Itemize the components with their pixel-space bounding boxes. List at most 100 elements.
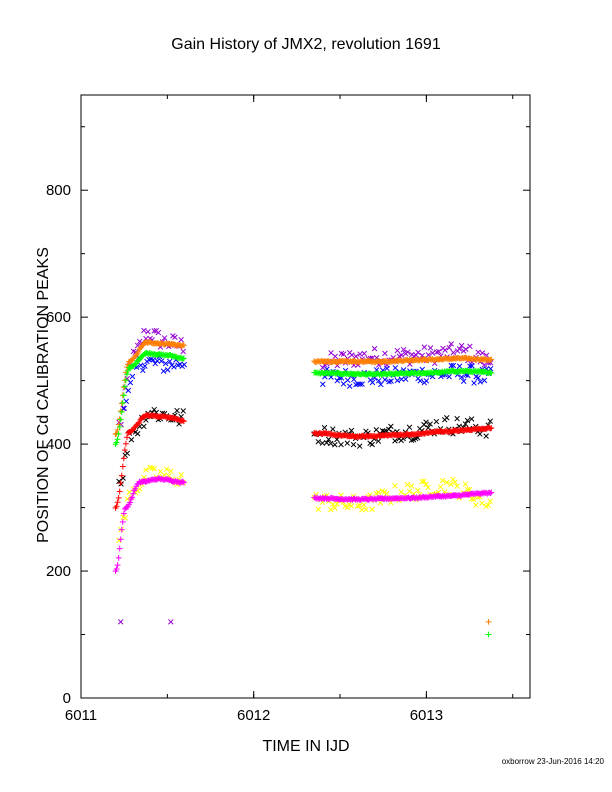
marker-stroke bbox=[332, 505, 338, 511]
data-point bbox=[321, 424, 328, 431]
data-point bbox=[121, 447, 128, 453]
data-point bbox=[125, 367, 131, 374]
marker-stroke bbox=[178, 472, 184, 478]
y-tick-label: 800 bbox=[46, 182, 71, 199]
marker-stroke bbox=[406, 488, 413, 495]
data-point bbox=[330, 501, 336, 507]
data-point bbox=[168, 468, 174, 474]
marker-stroke bbox=[361, 502, 367, 508]
marker-stroke bbox=[359, 507, 365, 513]
data-point bbox=[117, 416, 124, 423]
data-point bbox=[448, 341, 455, 347]
data-point bbox=[444, 414, 450, 421]
marker-stroke bbox=[414, 487, 421, 494]
data-point bbox=[114, 436, 121, 443]
data-point bbox=[158, 358, 165, 364]
marker-stroke bbox=[128, 437, 135, 443]
marker-stroke bbox=[355, 381, 361, 387]
marker-stroke bbox=[417, 378, 423, 384]
marker-stroke bbox=[385, 426, 392, 432]
data-point bbox=[436, 348, 442, 355]
x-tick-label: 6011 bbox=[65, 707, 97, 724]
data-point bbox=[421, 478, 427, 484]
marker-stroke bbox=[369, 379, 376, 386]
marker-stroke bbox=[462, 481, 469, 487]
marker-stroke bbox=[463, 346, 469, 353]
footer-stamp: oxborrow 23-Jun-2016 14:20 bbox=[501, 757, 604, 766]
data-point bbox=[344, 504, 351, 511]
data-point bbox=[348, 503, 355, 509]
marker-stroke bbox=[382, 376, 388, 383]
data-point bbox=[392, 438, 398, 444]
data-point bbox=[180, 408, 186, 414]
marker-stroke bbox=[398, 489, 404, 495]
marker-stroke bbox=[444, 479, 450, 486]
marker-stroke bbox=[467, 343, 473, 350]
data-point bbox=[348, 427, 355, 434]
marker-stroke bbox=[147, 464, 153, 471]
marker-stroke bbox=[421, 478, 427, 484]
marker-stroke bbox=[126, 489, 133, 496]
marker-stroke bbox=[120, 475, 126, 481]
marker-stroke bbox=[332, 441, 338, 448]
marker-stroke bbox=[394, 347, 401, 354]
marker-stroke bbox=[400, 346, 407, 353]
marker-stroke bbox=[122, 515, 128, 521]
data-point bbox=[394, 347, 401, 354]
marker-stroke bbox=[136, 423, 143, 430]
marker-stroke bbox=[450, 349, 457, 356]
marker-stroke bbox=[477, 431, 483, 437]
data-point bbox=[481, 377, 488, 384]
marker-stroke bbox=[155, 329, 162, 336]
data-point bbox=[487, 418, 494, 424]
marker-stroke bbox=[340, 351, 347, 357]
x-tick-label: 6013 bbox=[410, 707, 443, 724]
marker-stroke bbox=[348, 427, 355, 434]
data-point bbox=[446, 344, 452, 351]
marker-stroke bbox=[458, 374, 465, 380]
data-point bbox=[487, 369, 494, 376]
data-point bbox=[115, 431, 122, 437]
data-point bbox=[116, 424, 123, 430]
data-point bbox=[353, 353, 359, 360]
marker-stroke bbox=[168, 619, 174, 625]
marker-stroke bbox=[323, 439, 330, 446]
data-point bbox=[118, 472, 125, 479]
data-point bbox=[127, 499, 133, 506]
data-point bbox=[315, 438, 322, 445]
marker-stroke bbox=[160, 368, 167, 374]
marker-stroke bbox=[398, 352, 405, 358]
marker-stroke bbox=[136, 486, 143, 492]
data-point bbox=[181, 355, 187, 362]
marker-stroke bbox=[174, 407, 180, 414]
marker-stroke bbox=[178, 336, 184, 343]
marker-stroke bbox=[373, 426, 380, 433]
data-point bbox=[136, 486, 143, 492]
marker-stroke bbox=[383, 490, 390, 497]
marker-stroke bbox=[477, 379, 484, 385]
chart-title: Gain History of JMX2, revolution 1691 bbox=[171, 36, 441, 53]
data-point bbox=[419, 478, 425, 485]
data-point bbox=[330, 426, 336, 432]
data-point bbox=[444, 479, 450, 486]
y-tick-label: 200 bbox=[46, 563, 71, 580]
data-point bbox=[488, 356, 495, 363]
marker-stroke bbox=[121, 405, 127, 412]
data-point bbox=[481, 362, 488, 368]
marker-stroke bbox=[172, 334, 178, 341]
data-point bbox=[433, 418, 440, 425]
data-point bbox=[361, 350, 367, 357]
data-point bbox=[448, 362, 455, 369]
marker-stroke bbox=[450, 362, 457, 369]
data-point bbox=[394, 377, 401, 384]
plot-frame bbox=[80, 94, 531, 699]
marker-stroke bbox=[475, 375, 481, 381]
marker-stroke bbox=[349, 352, 355, 358]
data-point bbox=[117, 408, 124, 414]
data-point bbox=[392, 365, 399, 371]
marker-stroke bbox=[141, 327, 147, 334]
marker-stroke bbox=[145, 328, 151, 335]
data-point bbox=[161, 335, 168, 341]
data-point bbox=[398, 489, 404, 495]
